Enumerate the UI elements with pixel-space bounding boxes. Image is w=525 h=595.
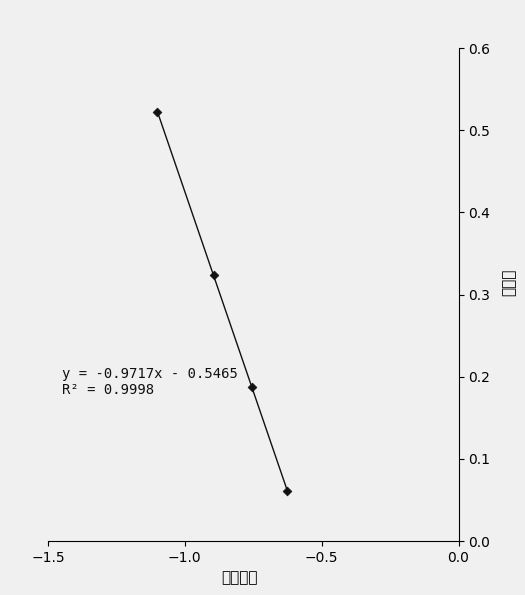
- X-axis label: 浓度对数: 浓度对数: [222, 570, 258, 585]
- Point: [153, 107, 162, 117]
- Point: [209, 271, 218, 280]
- Point: [284, 486, 292, 496]
- Y-axis label: 吸光度: 吸光度: [501, 268, 517, 296]
- Point: [248, 383, 256, 392]
- Text: y = -0.9717x - 0.5465
R² = 0.9998: y = -0.9717x - 0.5465 R² = 0.9998: [61, 367, 237, 397]
